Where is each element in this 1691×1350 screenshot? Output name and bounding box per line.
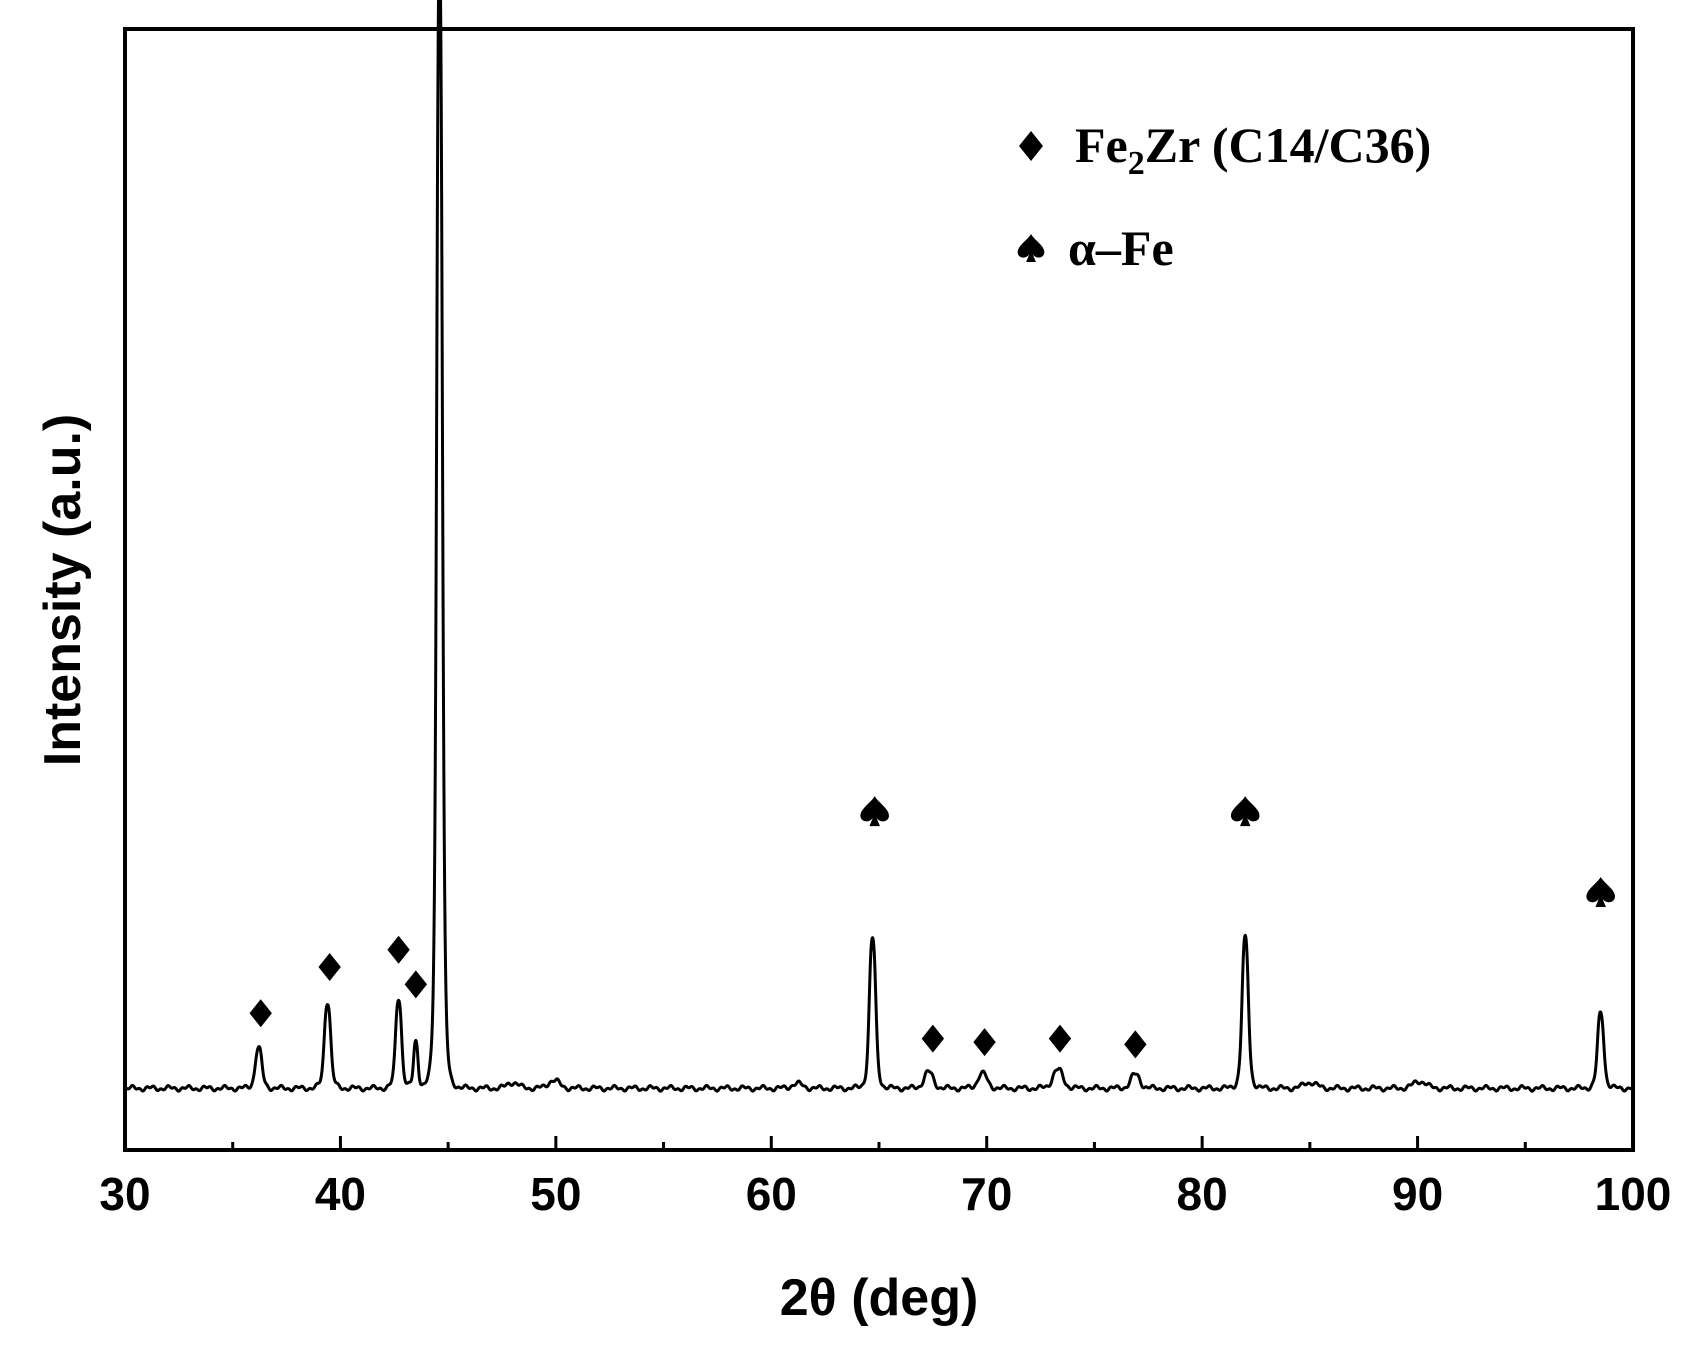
legend-diamond-icon	[1019, 131, 1043, 161]
x-tick-label: 80	[1177, 1168, 1228, 1220]
legend-label-fe2zr-rest: Zr (C14/C36)	[1145, 117, 1432, 173]
legend-diamond-shape	[1019, 131, 1043, 161]
x-tick-label: 90	[1392, 1168, 1443, 1220]
marker-alpha-fe-spade	[1586, 876, 1615, 907]
legend-spade-shape	[1017, 234, 1045, 262]
x-axis-title: 2θ (deg)	[780, 1269, 979, 1327]
x-tick-label: 60	[746, 1168, 797, 1220]
plot-frame	[123, 27, 1635, 1152]
legend: Fe2Zr (C14/C36) α–Fe	[1017, 117, 1431, 276]
marker-fe2zr-diamond	[1048, 1024, 1072, 1053]
marker-fe2zr-diamond	[404, 970, 428, 999]
phase-markers	[249, 796, 1615, 1059]
x-axis-ticks	[123, 1136, 1635, 1150]
x-tick-label: 50	[530, 1168, 581, 1220]
marker-fe2zr-diamond	[387, 935, 410, 964]
marker-alpha-fe-spade	[1230, 796, 1260, 827]
legend-label-alpha-fe: α–Fe	[1068, 220, 1174, 276]
xrd-pattern-line	[123, 0, 1635, 1093]
legend-spade-icon	[1017, 234, 1045, 262]
x-tick-label: 70	[961, 1168, 1012, 1220]
legend-label-fe2zr-sub: 2	[1128, 145, 1145, 182]
x-tick-label: 100	[1595, 1168, 1672, 1220]
marker-fe2zr-diamond	[318, 953, 341, 982]
legend-label-fe2zr: Fe2Zr (C14/C36)	[1075, 117, 1431, 182]
y-axis-title: Intensity (a.u.)	[34, 414, 92, 766]
x-tick-label: 30	[99, 1168, 150, 1220]
marker-fe2zr-diamond	[1124, 1030, 1147, 1059]
x-axis-tick-labels: 30 40 50 60 70 80 90 100	[99, 1168, 1671, 1220]
x-tick-label: 40	[315, 1168, 366, 1220]
marker-fe2zr-diamond	[921, 1024, 945, 1053]
legend-label-fe2zr-main: Fe	[1075, 117, 1128, 173]
marker-alpha-fe-spade	[860, 796, 889, 827]
marker-fe2zr-diamond	[973, 1028, 996, 1057]
marker-fe2zr-diamond	[249, 999, 272, 1028]
